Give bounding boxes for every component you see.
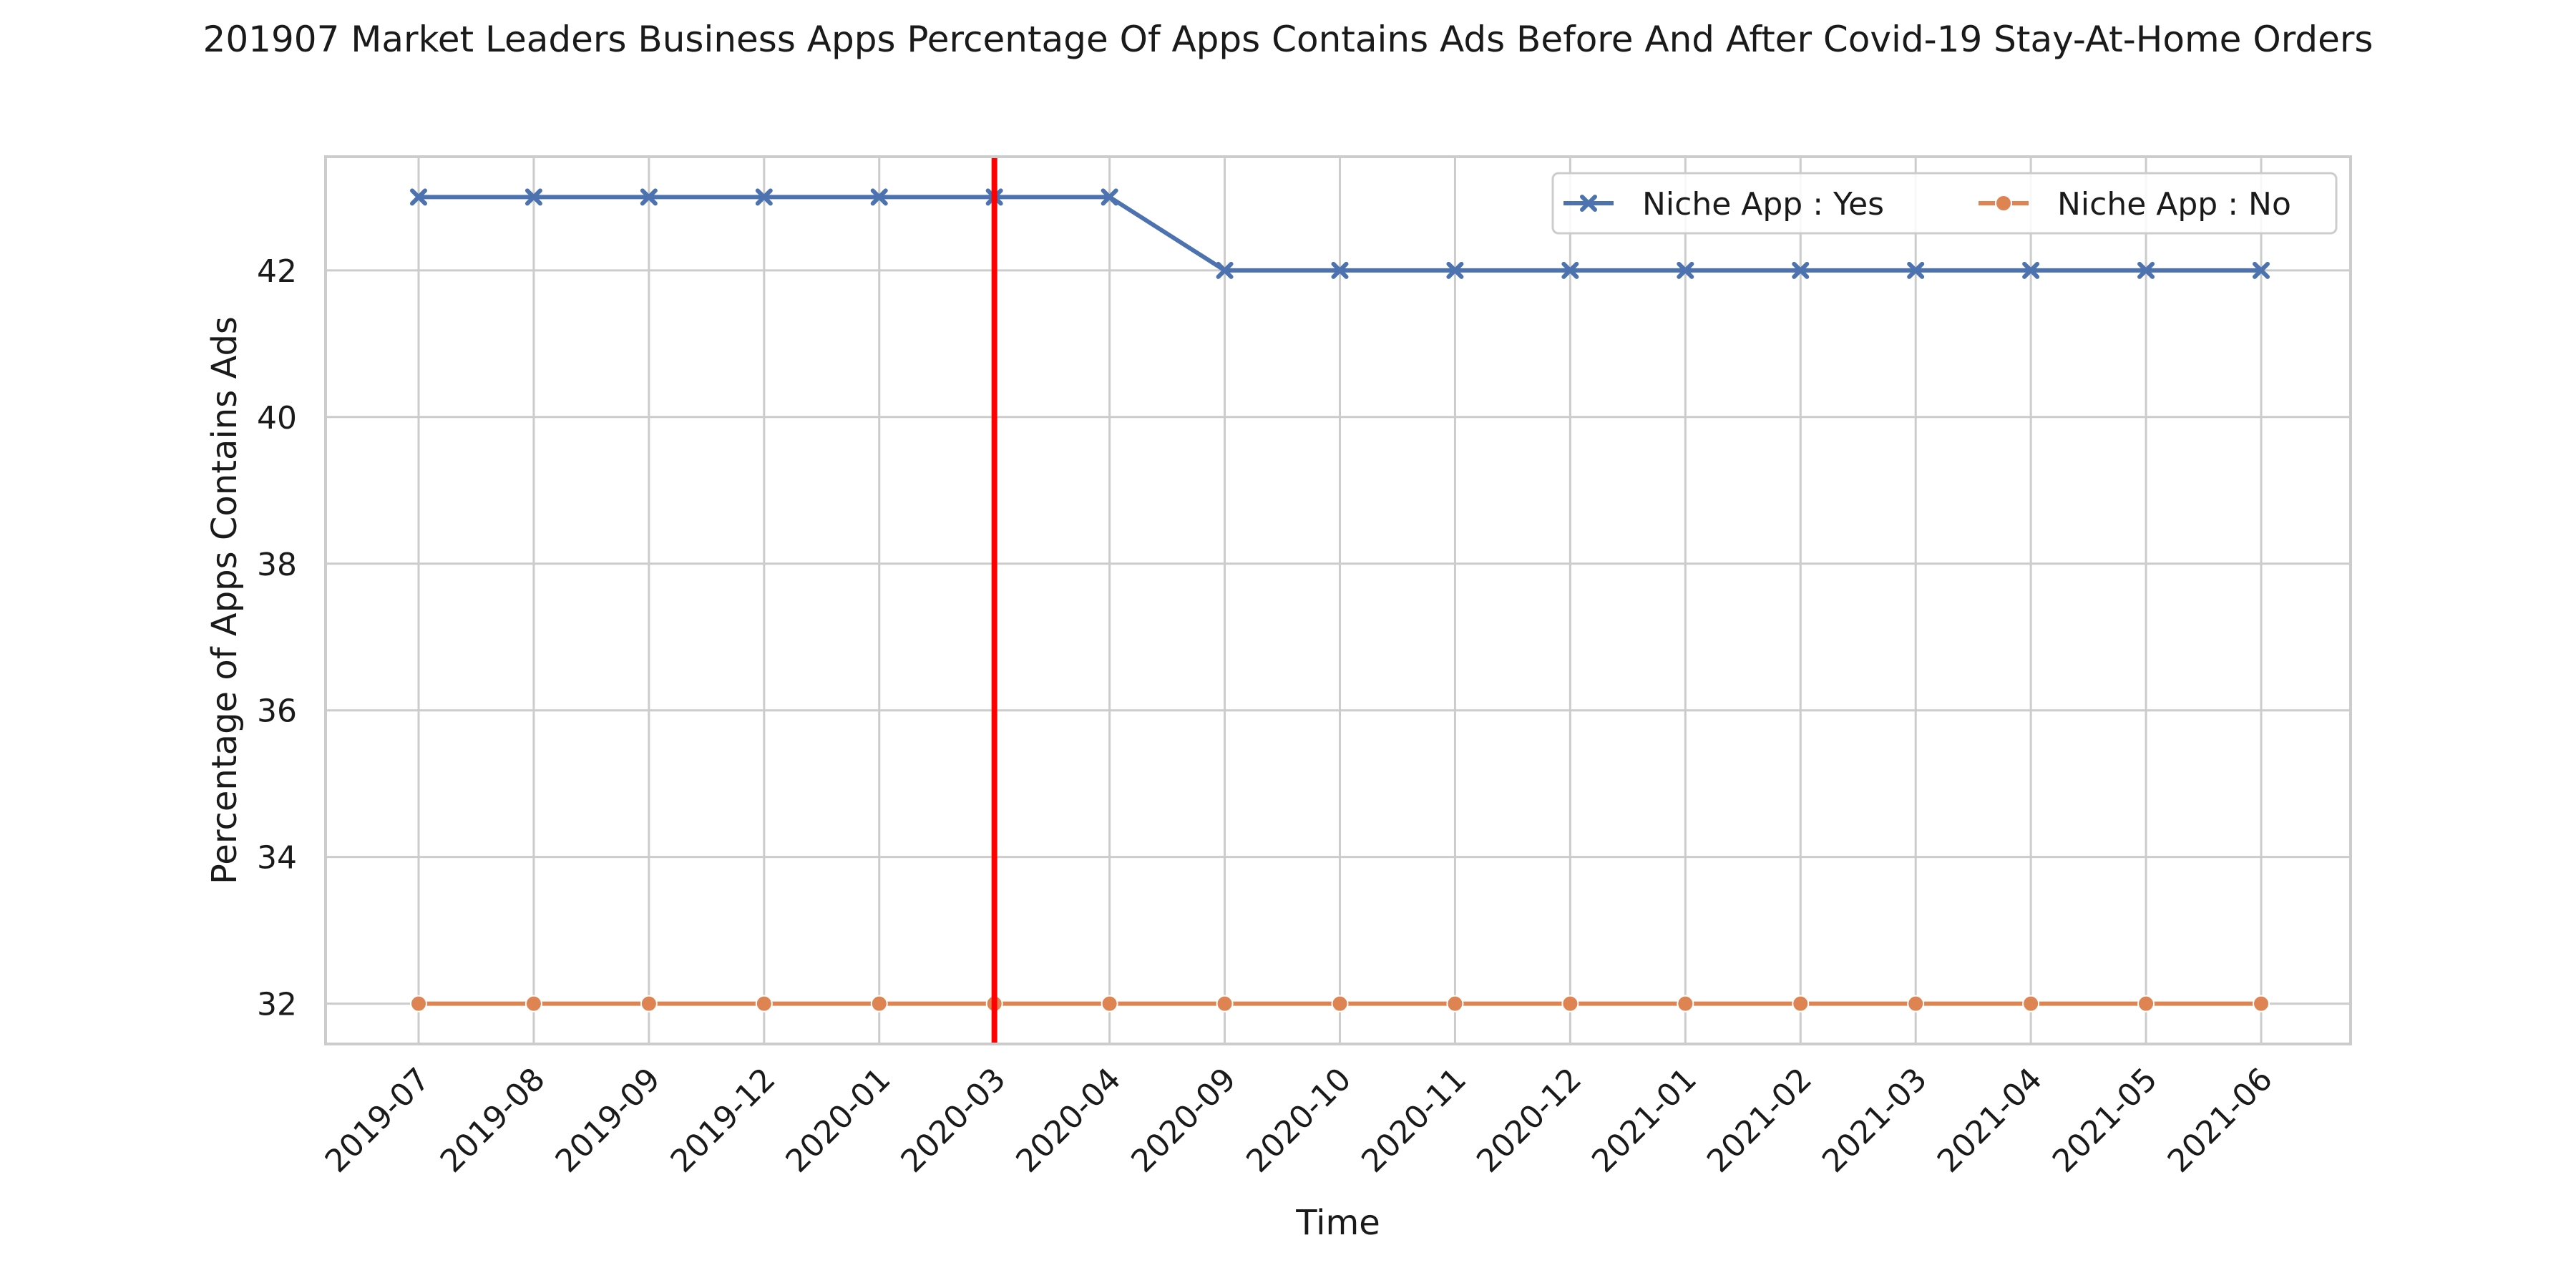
legend-label: Niche App : Yes <box>1642 186 1884 223</box>
x-tick-label: 2020-03 <box>894 1061 1013 1180</box>
data-point <box>640 188 658 206</box>
x-tick-label: 2021-05 <box>2046 1061 2165 1180</box>
x-tick-label: 2019-07 <box>318 1061 437 1180</box>
x-tick-label: 2020-12 <box>1470 1061 1589 1180</box>
data-point <box>1101 995 1118 1013</box>
marker-stroke <box>755 188 773 206</box>
series-2 <box>410 995 2270 1013</box>
data-point <box>1216 261 1234 279</box>
x-tick-label: 2020-04 <box>1009 1061 1128 1180</box>
data-point <box>1561 995 1579 1013</box>
y-axis-ticks: 32 34 36 38 40 42 <box>257 253 297 1023</box>
marker-stroke <box>2137 261 2155 279</box>
marker-stroke <box>1907 261 1925 279</box>
data-point <box>640 995 658 1013</box>
x-tick-label: 2021-06 <box>2161 1061 2280 1180</box>
data-point <box>1561 261 1579 279</box>
y-axis-label: Percentage of Apps Contains Ads <box>205 316 245 884</box>
data-point <box>2253 995 2270 1013</box>
data-point <box>1677 261 1694 279</box>
data-point <box>1677 995 1694 1013</box>
x-tick-label: 2019-12 <box>664 1061 783 1180</box>
data-point <box>1216 995 1234 1013</box>
x-tick-label: 2020-09 <box>1124 1061 1243 1180</box>
data-point <box>1792 995 1810 1013</box>
data-point <box>410 188 427 206</box>
data-point <box>1331 261 1349 279</box>
marker-stroke <box>1677 261 1694 279</box>
data-point <box>870 188 888 206</box>
data-point <box>2022 995 2040 1013</box>
data-point <box>1101 188 1118 206</box>
data-point <box>1446 995 1464 1013</box>
x-tick-label: 2021-04 <box>1931 1061 2049 1180</box>
marker-stroke <box>640 188 658 206</box>
marker-stroke <box>410 188 427 206</box>
marker-stroke <box>870 188 888 206</box>
data-point <box>870 995 888 1013</box>
marker-stroke <box>1561 261 1579 279</box>
marker-stroke <box>1446 261 1464 279</box>
x-axis-label: Time <box>1295 1203 1380 1243</box>
x-tick-label: 2021-03 <box>1815 1061 1934 1180</box>
data-point <box>1331 995 1349 1013</box>
marker-stroke <box>2022 261 2040 279</box>
x-tick-label: 2020-01 <box>779 1061 897 1180</box>
x-tick-label: 2021-01 <box>1585 1061 1704 1180</box>
data-point <box>1907 261 1925 279</box>
y-tick-label: 38 <box>257 547 297 583</box>
data-point <box>2137 995 2155 1013</box>
chart-title: 201907 Market Leaders Business Apps Perc… <box>203 19 2373 60</box>
legend: Niche App : Yes Niche App : No <box>1551 172 2338 235</box>
series-1 <box>410 188 2270 279</box>
marker-stroke <box>2253 261 2270 279</box>
x-tick-label: 2021-02 <box>1700 1061 1819 1180</box>
data-point <box>525 188 542 206</box>
legend-marker <box>1580 195 1597 212</box>
legend-item: Niche App : Yes <box>1563 186 1884 223</box>
data-point <box>2253 261 2270 279</box>
marker-stroke <box>1216 261 1234 279</box>
series-layer <box>410 188 2270 1013</box>
x-axis-ticks: 2019-072019-082019-092019-122020-012020-… <box>318 1061 2280 1180</box>
y-tick-label: 32 <box>257 987 297 1023</box>
x-tick-label: 2019-08 <box>434 1061 552 1180</box>
data-point <box>755 188 773 206</box>
x-tick-label: 2020-10 <box>1239 1061 1358 1180</box>
legend-box <box>1551 172 2338 235</box>
x-tick-label: 2020-11 <box>1355 1061 1473 1180</box>
y-tick-label: 36 <box>257 693 297 730</box>
marker-stroke <box>1580 195 1597 212</box>
grid-layer <box>326 157 2351 1044</box>
y-tick-label: 40 <box>257 400 297 436</box>
legend-item: Niche App : No <box>1979 186 2291 223</box>
legend-label: Niche App : No <box>2057 186 2291 223</box>
data-point <box>2137 261 2155 279</box>
data-point <box>755 995 773 1013</box>
y-tick-label: 42 <box>257 253 297 290</box>
data-point <box>525 995 542 1013</box>
data-point <box>410 995 427 1013</box>
marker-stroke <box>1331 261 1349 279</box>
marker-stroke <box>1101 188 1118 206</box>
marker-stroke <box>525 188 542 206</box>
plot-area-frame <box>324 155 2352 1045</box>
data-point <box>1446 261 1464 279</box>
x-tick-label: 2019-09 <box>549 1061 668 1180</box>
data-point <box>2022 261 2040 279</box>
legend-marker <box>1995 195 2012 212</box>
y-tick-label: 34 <box>257 840 297 877</box>
data-point <box>1792 261 1810 279</box>
data-point <box>1907 995 1925 1013</box>
marker-stroke <box>1792 261 1810 279</box>
